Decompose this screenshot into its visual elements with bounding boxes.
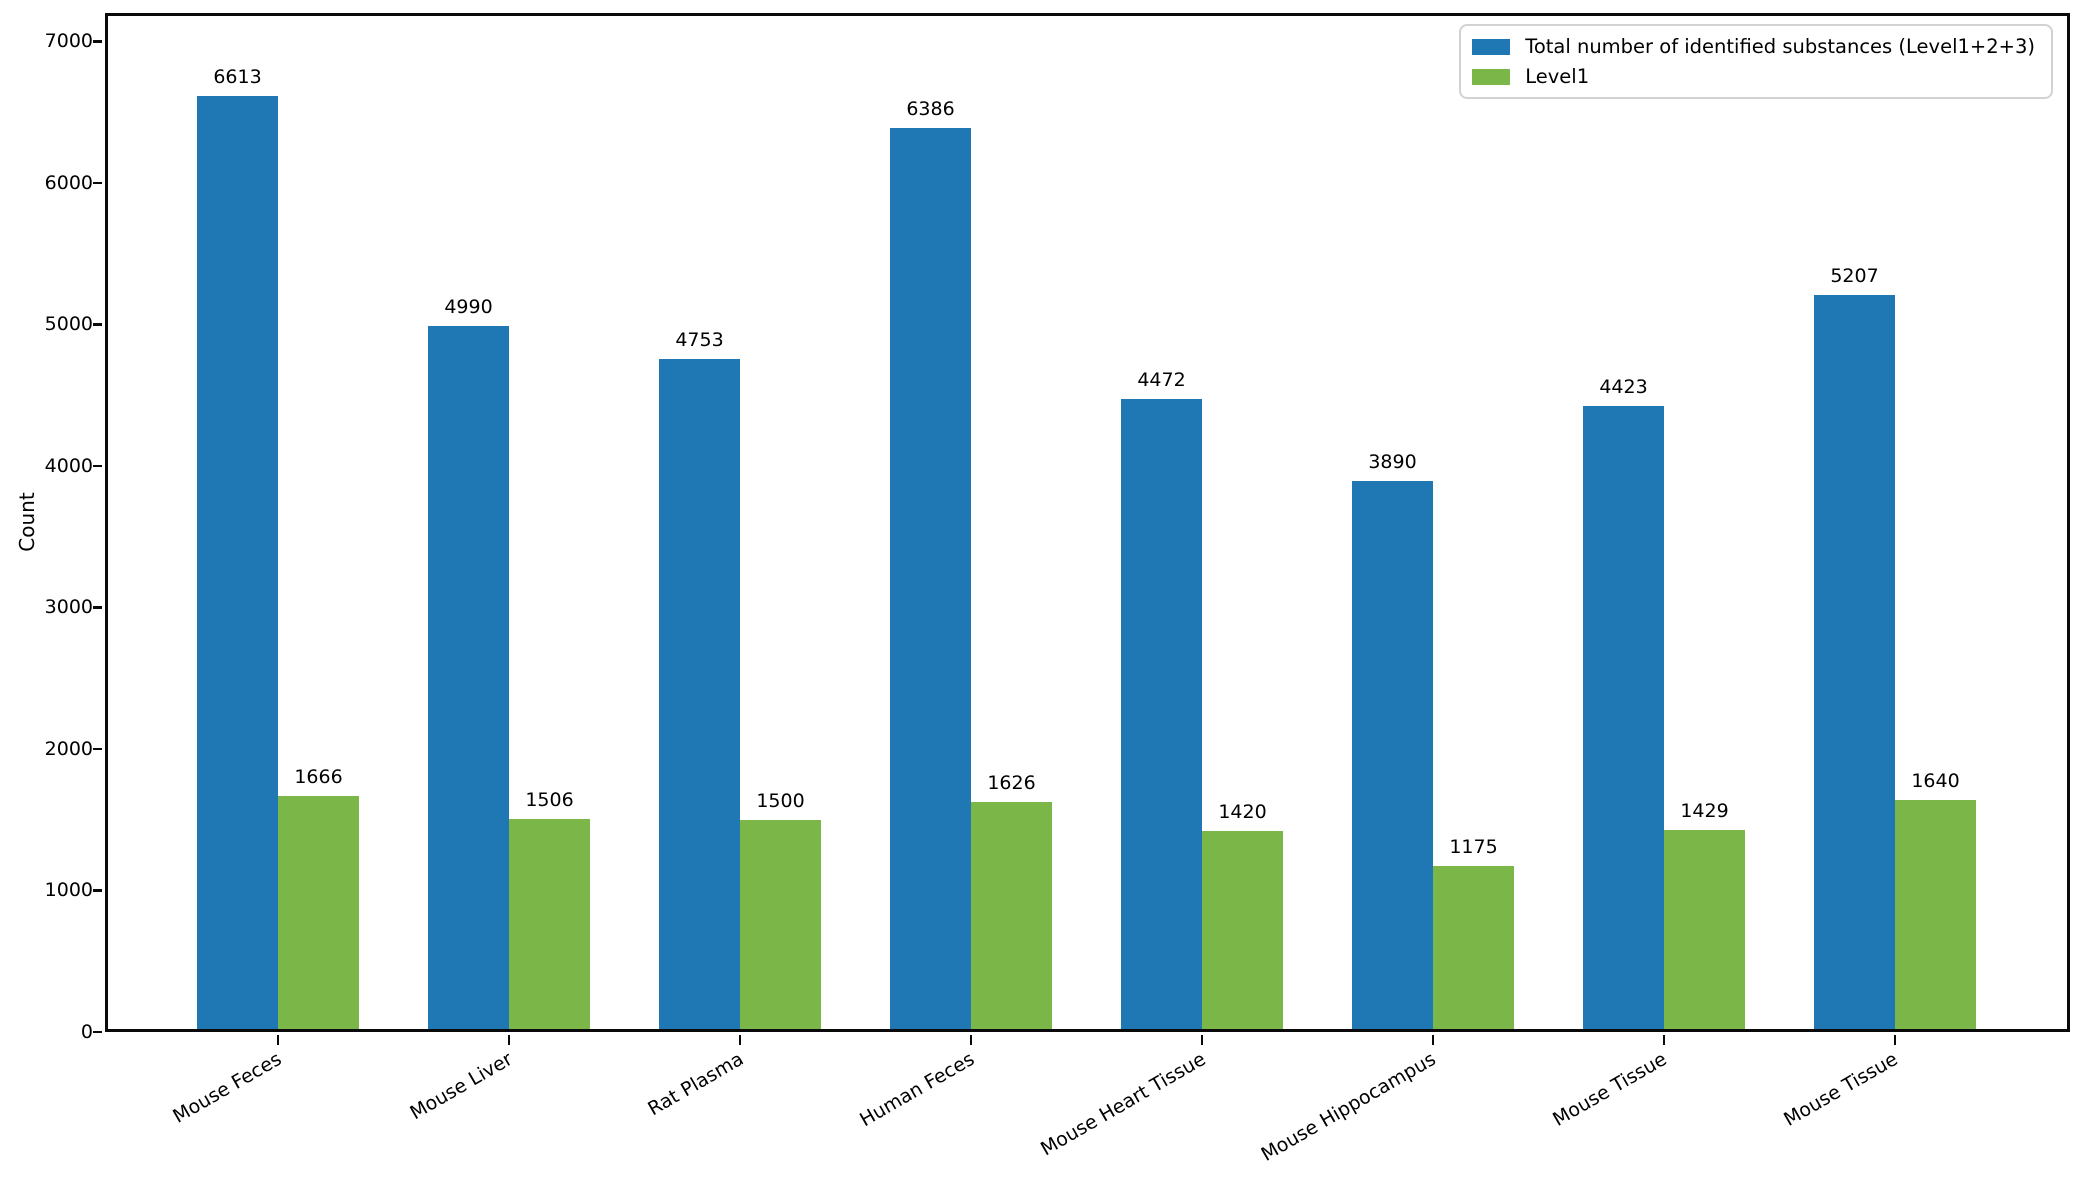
bar-level1 (740, 819, 821, 1032)
bar-total (1814, 295, 1895, 1032)
plot-area: 6613 1666 4990 1506 4753 1500 6386 1626 4472 1420… (93, 13, 2070, 1045)
bar-value-label: 1420 (1218, 801, 1267, 824)
y-tick-mark (93, 889, 102, 892)
bar-value-label: 1500 (756, 789, 805, 812)
bar-level1 (1433, 865, 1514, 1032)
x-tick-label: Mouse Feces (168, 1048, 285, 1128)
bar-value-label: 4423 (1599, 376, 1648, 399)
y-tick-label: 0 (80, 1021, 93, 1043)
bar-value-label: 3890 (1368, 451, 1417, 474)
x-tick-mark (507, 1035, 511, 1045)
bar-value-label: 1666 (294, 766, 343, 789)
bar-level1 (509, 818, 590, 1032)
bar-value-label: 4472 (1137, 369, 1186, 392)
x-tick-label: Mouse Heart Tissue (1036, 1048, 1209, 1161)
y-tick-label: 7000 (44, 30, 93, 53)
y-tick-mark (93, 323, 102, 326)
x-tick-mark (276, 1035, 280, 1045)
y-tick-mark (93, 1030, 102, 1034)
y-tick-mark (93, 464, 102, 468)
y-axis-title: Count (15, 492, 39, 552)
bar-value-label: 1429 (1680, 799, 1729, 822)
x-tick-label: Human Feces (855, 1048, 978, 1132)
bar-level1 (1895, 799, 1976, 1032)
bar-level1 (1664, 829, 1745, 1032)
axes-border (105, 13, 2070, 1032)
bar-total (197, 96, 278, 1032)
y-tick-mark (93, 181, 102, 185)
bar-value-label: 6613 (213, 66, 262, 89)
y-tick-mark (93, 747, 102, 751)
bar-value-label: 6386 (906, 98, 955, 121)
bar-total (890, 128, 971, 1032)
legend: Total number of identified substances (L… (1459, 24, 2053, 99)
y-tick-label: 3000 (44, 596, 93, 619)
y-tick-label: 1000 (44, 879, 93, 902)
bar-value-label: 4990 (444, 295, 493, 318)
x-tick-label: Mouse Liver (406, 1048, 516, 1125)
legend-swatch (1472, 68, 1511, 85)
x-tick-mark (738, 1035, 742, 1045)
x-tick-mark (1662, 1035, 1666, 1045)
bar-value-label: 1640 (1911, 769, 1960, 792)
x-tick-mark (969, 1035, 973, 1045)
y-tick-mark (93, 40, 102, 43)
bar-value-label: 1175 (1449, 835, 1498, 858)
bar-value-label: 4753 (675, 329, 724, 352)
bar-total (1583, 406, 1664, 1032)
legend-entry-label: Level1 (1525, 65, 1590, 88)
bar-value-label: 1626 (987, 771, 1036, 794)
y-tick-label: 4000 (44, 454, 93, 477)
bar-value-label: 1506 (525, 788, 574, 811)
bar-value-label: 5207 (1830, 265, 1879, 288)
y-tick-label: 5000 (44, 313, 93, 336)
x-tick-label: Mouse Tissue (1780, 1048, 1902, 1131)
y-tick-label: 6000 (44, 171, 93, 194)
x-tick-mark (1200, 1035, 1204, 1045)
x-tick-label: Mouse Tissue (1549, 1048, 1671, 1131)
bar-total (659, 359, 740, 1032)
bar-level1 (1202, 831, 1283, 1032)
legend-entry-label: Total number of identified substances (L… (1525, 35, 2035, 58)
y-tick-label: 2000 (44, 737, 93, 760)
bar-total (1121, 399, 1202, 1032)
bar-level1 (278, 796, 359, 1032)
y-tick-mark (93, 606, 102, 609)
bar-level1 (971, 801, 1052, 1032)
x-tick-mark (1431, 1035, 1435, 1045)
x-tick-label: Mouse Hippocampus (1257, 1048, 1440, 1166)
legend-entry: Total number of identified substances (L… (1472, 35, 2035, 58)
bar-total (1352, 481, 1433, 1032)
legend-entry: Level1 (1472, 65, 2035, 88)
x-tick-mark (1893, 1035, 1897, 1045)
x-tick-label: Rat Plasma (643, 1048, 747, 1121)
legend-swatch (1472, 38, 1511, 55)
bar-total (428, 325, 509, 1032)
